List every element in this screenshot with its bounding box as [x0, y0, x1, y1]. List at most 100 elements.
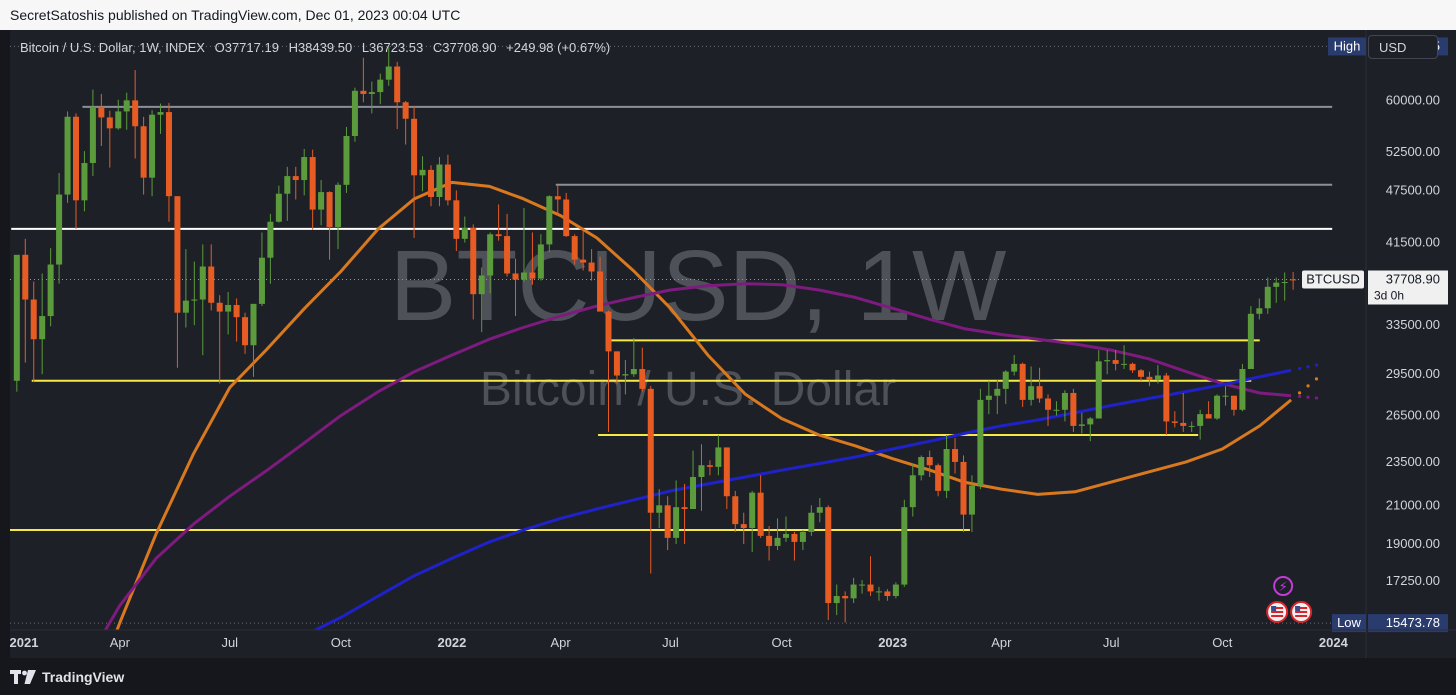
candle [1104, 350, 1111, 375]
price-tick-label: 33500.00 [1386, 317, 1440, 332]
candle [605, 310, 612, 432]
candle-body [1061, 392, 1068, 410]
candle [275, 185, 282, 223]
tradingview-logo-text: TradingView [42, 669, 125, 685]
price-tick-label: 41500.00 [1386, 235, 1440, 250]
candle [419, 156, 426, 192]
candle [859, 580, 866, 594]
candle [1281, 272, 1288, 301]
high-badge-tag [1328, 37, 1366, 56]
candle [360, 57, 367, 103]
candle [225, 292, 232, 335]
candle-body [664, 505, 671, 538]
candle [444, 154, 451, 206]
ohlc-legend: Bitcoin / U.S. Dollar, 1W, INDEX O37717.… [20, 40, 616, 55]
candle-body [225, 304, 232, 312]
candle [284, 166, 291, 221]
candle-body [647, 388, 654, 513]
candle [833, 584, 840, 616]
time-tick-label: Apr [110, 635, 131, 650]
low-badge-tag [1332, 614, 1366, 633]
candle [892, 582, 899, 599]
candle-body [757, 492, 764, 536]
candle [546, 195, 553, 252]
candle-body [1273, 282, 1280, 287]
price-tick-label: 21000.00 [1386, 497, 1440, 512]
candle [258, 232, 265, 307]
candle [56, 172, 63, 284]
candle [1129, 362, 1136, 373]
candle-body [681, 507, 688, 510]
candle-body [673, 507, 680, 538]
chart-background [10, 30, 1456, 658]
candle-body [859, 584, 866, 586]
candle-body [115, 111, 122, 129]
candle [81, 151, 88, 212]
candle-body [968, 485, 975, 515]
candle-body [740, 524, 747, 529]
candle [622, 360, 629, 395]
candle [495, 204, 502, 241]
candle [1197, 409, 1204, 440]
candle-body [782, 533, 789, 538]
candle-body [301, 157, 308, 181]
chart-area[interactable]: BTCUSD, 1W Bitcoin / U.S. Dollar ⚡ 60000.00… [10, 30, 1456, 658]
flag-stripe [1295, 615, 1308, 617]
candle-body [149, 114, 156, 178]
candle-body [571, 236, 578, 260]
candle-body [723, 447, 730, 497]
projection-dot [1306, 365, 1310, 369]
candle-body [1163, 375, 1170, 422]
candle-body [563, 199, 570, 237]
publisher-line: SecretSatoshis published on TradingView.… [0, 0, 1456, 30]
candle [1146, 371, 1153, 387]
candle [1171, 411, 1178, 428]
watermark-name: Bitcoin / U.S. Dollar [480, 363, 896, 416]
candle [529, 232, 536, 285]
candle [960, 455, 967, 532]
candle-body [622, 374, 629, 376]
candle [681, 483, 688, 544]
candle-body [360, 90, 367, 94]
candle [13, 254, 20, 392]
candle-body [436, 164, 443, 198]
candle-body [411, 118, 418, 176]
candle [1070, 388, 1077, 432]
candle [580, 229, 587, 271]
legend-change: +249.98 (+0.67%) [506, 40, 611, 55]
candle [656, 489, 663, 529]
candle-body [1256, 308, 1263, 314]
candle-body [1290, 279, 1297, 281]
time-tick-label: Jul [221, 635, 238, 650]
candle-body [242, 317, 249, 346]
candle-body [1239, 369, 1246, 410]
candle-body [613, 351, 620, 376]
candle [487, 232, 494, 294]
candle [537, 234, 544, 281]
candle-body [284, 176, 291, 194]
candle-body [808, 512, 815, 532]
candle-body [394, 66, 401, 103]
candle-body [537, 244, 544, 279]
tradingview-logo[interactable]: TradingView [10, 666, 124, 688]
candle-body [1171, 421, 1178, 423]
candle [1214, 394, 1221, 420]
candle-body [1214, 395, 1221, 419]
price-tick-label: 26500.00 [1386, 408, 1440, 423]
time-tick-label: Jul [1103, 635, 1120, 650]
flag-stripe [1271, 607, 1284, 609]
currency-button[interactable]: USD [1368, 35, 1438, 59]
lightning-icon: ⚡ [1279, 580, 1288, 595]
candle [123, 92, 130, 130]
candle [1028, 366, 1035, 406]
candle-body [199, 266, 206, 300]
candle [326, 191, 333, 260]
candle [199, 244, 206, 356]
candle-body [30, 299, 37, 340]
price-tick-label: 17250.00 [1386, 573, 1440, 588]
candle-body [597, 271, 604, 312]
ma-purple-line [103, 282, 1292, 630]
bar-countdown: 3d 0h [1374, 288, 1404, 302]
